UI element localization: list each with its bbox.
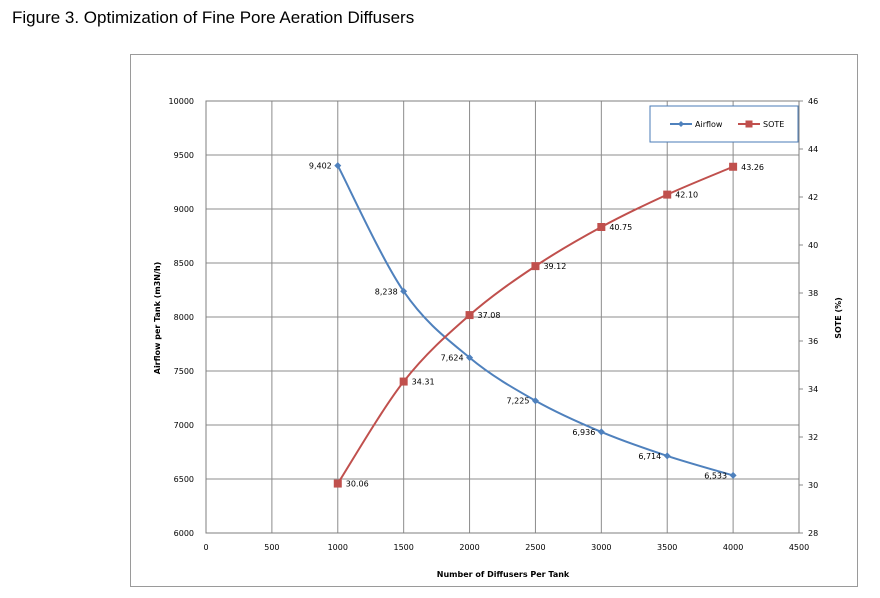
sote-point (399, 377, 408, 386)
sote-point (531, 262, 540, 271)
airflow-data-label: 6,533 (704, 471, 727, 480)
sote-point (729, 162, 738, 171)
airflow-data-label: 6,936 (572, 428, 595, 437)
series-layer (333, 162, 738, 488)
x-tick-label: 500 (264, 543, 279, 552)
y-tick-label: 9000 (174, 205, 194, 214)
legend: Airflow SOTE (649, 105, 799, 143)
sote-data-label: 34.31 (412, 378, 435, 387)
chart-frame (130, 54, 858, 587)
y2-axis-label: SOTE (%) (834, 297, 843, 339)
sote-data-label: 43.26 (741, 163, 764, 172)
y2-tick-label: 30 (808, 481, 818, 490)
y2-tick-label: 38 (808, 289, 818, 298)
sote-point (333, 479, 342, 488)
x-tick-label: 4500 (789, 543, 809, 552)
x-axis-label: Number of Diffusers Per Tank (437, 570, 570, 579)
airflow-data-label: 8,238 (375, 287, 398, 296)
sote-legend-marker (745, 120, 753, 128)
sote-point (663, 190, 672, 199)
y2-tick-label: 42 (808, 193, 818, 202)
y-tick-label: 6500 (174, 475, 194, 484)
data-labels: 9,402 8,238 7,624 7,225 6,936 6,714 6,533 30.06… (309, 162, 764, 489)
airflow-legend-marker (678, 121, 684, 127)
x-tick-label: 0 (203, 543, 208, 552)
y2-tick-label: 46 (808, 97, 818, 106)
sote-data-label: 30.06 (346, 480, 369, 489)
x-tick-label: 1000 (328, 543, 348, 552)
y-tick-label: 6000 (174, 529, 194, 538)
y2-tick-label: 40 (808, 241, 818, 250)
plot-area-border (205, 100, 803, 534)
y2-tick-label: 32 (808, 433, 818, 442)
airflow-point (663, 452, 671, 460)
airflow-data-label: 7,225 (507, 397, 530, 406)
x-tick-label: 3000 (591, 543, 611, 552)
x-tick-label: 2000 (459, 543, 479, 552)
y-tick-label: 10000 (169, 97, 194, 106)
figure-title: Figure 3. Optimization of Fine Pore Aera… (12, 8, 415, 27)
x-tick-label: 3500 (657, 543, 677, 552)
airflow-point (400, 287, 408, 295)
plot-border (205, 100, 800, 534)
y-tick-label: 8500 (174, 259, 194, 268)
airflow-legend-label: Airflow (695, 120, 723, 129)
y2-tick-label: 44 (808, 145, 818, 154)
sote-legend-label: SOTE (763, 120, 784, 129)
y2-tick-label: 36 (808, 337, 818, 346)
x-tick-label: 1500 (393, 543, 413, 552)
airflow-data-label: 7,624 (441, 354, 464, 363)
sote-data-label: 42.10 (675, 191, 698, 200)
sote-point (597, 223, 606, 231)
y-axis-label: Airflow per Tank (m3N/h) (153, 262, 162, 375)
y2-tick-label: 28 (808, 529, 818, 538)
airflow-data-label: 6,714 (638, 452, 661, 461)
y-tick-label: 7000 (174, 421, 194, 430)
y-tick-label: 9500 (174, 151, 194, 160)
sote-data-label: 40.75 (609, 223, 632, 232)
sote-data-label: 37.08 (478, 311, 501, 320)
x-tick-label: 4000 (723, 543, 743, 552)
airflow-point (597, 428, 605, 436)
tick-labels: 0 500 1000 1500 2000 2500 3000 3500 4000 4500 6000… (169, 97, 819, 552)
airflow-point (466, 354, 474, 362)
sote-point (465, 311, 474, 320)
y2-tick-label: 34 (808, 385, 818, 394)
airflow-point (729, 471, 737, 479)
y-tick-label: 7500 (174, 367, 194, 376)
y-tick-label: 8000 (174, 313, 194, 322)
airflow-data-label: 9,402 (309, 162, 332, 171)
airflow-point (334, 162, 342, 170)
airflow-point (531, 397, 539, 405)
x-tick-label: 2500 (525, 543, 545, 552)
sote-data-label: 39.12 (543, 262, 566, 271)
